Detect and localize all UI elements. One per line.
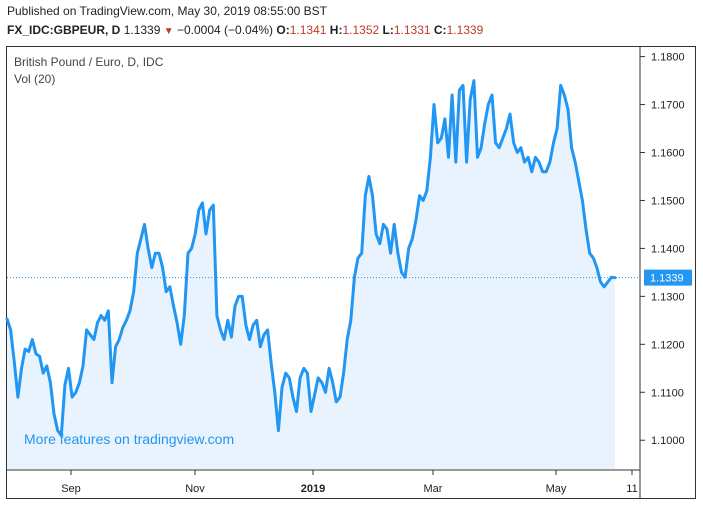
high-label: H:	[329, 23, 343, 37]
price-area	[7, 80, 615, 469]
chart-frame	[6, 46, 696, 499]
published-caption: Published on TradingView.com, May 30, 20…	[7, 4, 327, 18]
x-tick-label: 11	[626, 483, 637, 495]
open-value: 1.1341	[289, 23, 327, 37]
y-tick-label: 1.1800	[651, 52, 685, 64]
x-tick-label: May	[546, 483, 567, 495]
last-price-badge-label: 1.1339	[650, 273, 684, 285]
change-value: −0.0004 (−0.04%)	[176, 23, 274, 37]
low-label: L:	[382, 23, 394, 37]
y-tick-label: 1.1600	[651, 148, 685, 160]
high-value: 1.1352	[342, 23, 380, 37]
volume-legend: Vol (20)	[14, 72, 55, 86]
y-tick-label: 1.1400	[651, 243, 685, 255]
y-tick-label: 1.1000	[651, 435, 685, 447]
x-tick-label: Mar	[424, 483, 443, 495]
y-tick-label: 1.1100	[651, 387, 684, 399]
x-tick-label: Sep	[61, 483, 81, 495]
x-tick-label: Nov	[185, 483, 205, 495]
symbol-label: FX_IDC:GBPEUR, D	[7, 23, 121, 37]
chart-legend-title: British Pound / Euro, D, IDC	[14, 55, 164, 69]
low-value: 1.1331	[393, 23, 431, 37]
promo-link[interactable]: More features on tradingview.com	[24, 431, 234, 447]
y-tick-label: 1.1500	[651, 195, 685, 207]
quote-line: FX_IDC:GBPEUR, D 1.1339 ▼ −0.0004 (−0.04…	[7, 23, 483, 37]
close-value: 1.1339	[446, 23, 484, 37]
last-price: 1.1339	[123, 23, 161, 37]
last-price-badge: 1.1339	[644, 269, 692, 286]
price-axis[interactable]: 1.1000 1.1100 1.1200 1.1300 1.1400 1.1500 1.16…	[640, 52, 685, 448]
open-label: O:	[276, 23, 290, 37]
y-tick-label: 1.1700	[651, 100, 685, 112]
x-tick-label: 2019	[301, 483, 325, 495]
y-tick-label: 1.1200	[651, 339, 685, 351]
close-label: C:	[433, 23, 447, 37]
y-tick-label: 1.1300	[651, 291, 685, 303]
time-axis[interactable]: Sep Nov 2019 Mar May 11	[61, 470, 638, 495]
down-arrow-icon: ▼	[163, 26, 174, 37]
price-line[interactable]	[5, 79, 617, 437]
